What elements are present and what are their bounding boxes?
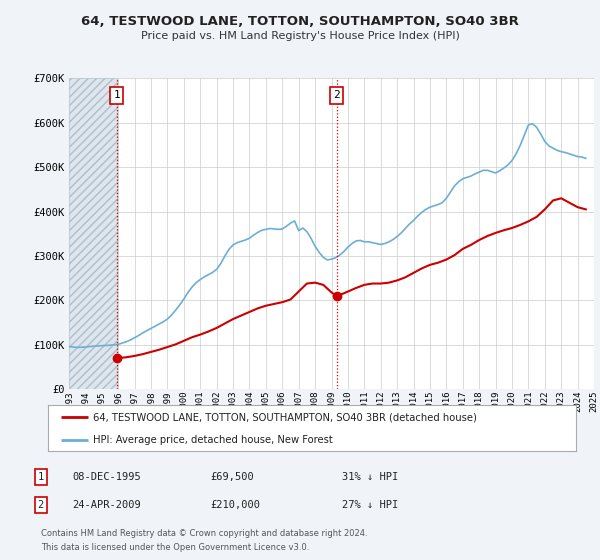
Text: Contains HM Land Registry data © Crown copyright and database right 2024.: Contains HM Land Registry data © Crown c… xyxy=(41,529,367,538)
Text: This data is licensed under the Open Government Licence v3.0.: This data is licensed under the Open Gov… xyxy=(41,543,309,552)
Text: 2: 2 xyxy=(38,500,44,510)
Text: 31% ↓ HPI: 31% ↓ HPI xyxy=(342,472,398,482)
Text: 08-DEC-1995: 08-DEC-1995 xyxy=(72,472,141,482)
Text: 1: 1 xyxy=(113,91,120,100)
Text: 1: 1 xyxy=(38,472,44,482)
Text: 64, TESTWOOD LANE, TOTTON, SOUTHAMPTON, SO40 3BR: 64, TESTWOOD LANE, TOTTON, SOUTHAMPTON, … xyxy=(81,15,519,27)
Text: £69,500: £69,500 xyxy=(210,472,254,482)
Text: HPI: Average price, detached house, New Forest: HPI: Average price, detached house, New … xyxy=(93,435,332,445)
Text: 24-APR-2009: 24-APR-2009 xyxy=(72,500,141,510)
Bar xyxy=(69,78,117,389)
Text: Price paid vs. HM Land Registry's House Price Index (HPI): Price paid vs. HM Land Registry's House … xyxy=(140,31,460,41)
Text: 27% ↓ HPI: 27% ↓ HPI xyxy=(342,500,398,510)
Text: £210,000: £210,000 xyxy=(210,500,260,510)
Text: 2: 2 xyxy=(333,91,340,100)
Text: 64, TESTWOOD LANE, TOTTON, SOUTHAMPTON, SO40 3BR (detached house): 64, TESTWOOD LANE, TOTTON, SOUTHAMPTON, … xyxy=(93,412,477,422)
